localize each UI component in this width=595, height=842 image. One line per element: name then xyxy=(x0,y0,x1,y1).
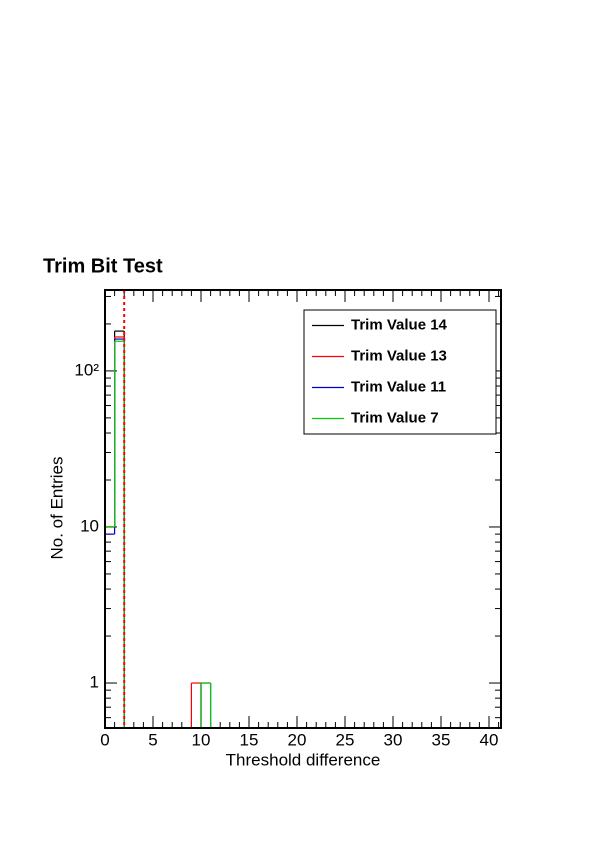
x-tick-label: 40 xyxy=(480,730,499,749)
x-tick-label: 15 xyxy=(240,730,259,749)
chart-title: Trim Bit Test xyxy=(43,255,163,277)
x-tick-label: 0 xyxy=(100,730,109,749)
legend-label: Trim Value 7 xyxy=(351,409,439,426)
legend-box xyxy=(303,309,497,435)
legend-label: Trim Value 14 xyxy=(351,316,448,333)
x-tick-label: 5 xyxy=(148,730,157,749)
x-axis-label: Threshold difference xyxy=(226,750,381,769)
legend-label: Trim Value 13 xyxy=(351,347,447,364)
y-tick-label: 1 xyxy=(90,673,99,692)
x-tick-label: 25 xyxy=(336,730,355,749)
legend-label: Trim Value 11 xyxy=(351,378,446,395)
x-tick-label: 35 xyxy=(432,730,451,749)
x-tick-label: 10 xyxy=(192,730,211,749)
plot-frame xyxy=(104,289,502,729)
y-axis-label: No. of Entries xyxy=(47,457,66,560)
y-tick-label: 10 xyxy=(80,516,99,535)
y-tick-label: 10² xyxy=(74,360,99,379)
x-tick-label: 20 xyxy=(288,730,307,749)
x-tick-label: 30 xyxy=(384,730,403,749)
